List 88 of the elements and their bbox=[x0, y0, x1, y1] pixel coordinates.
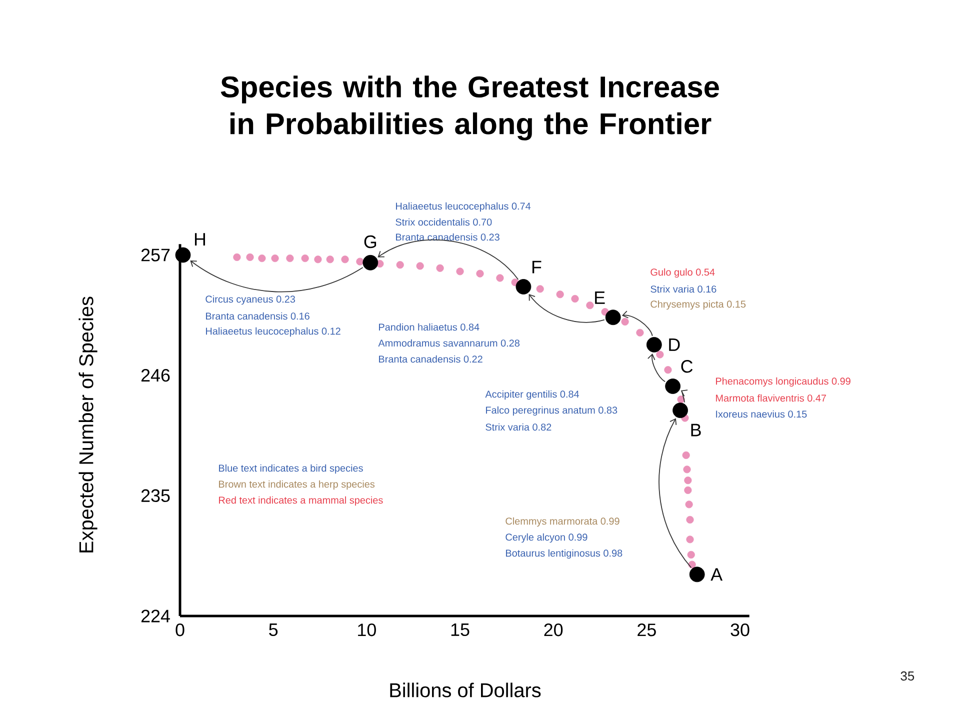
point bbox=[685, 500, 693, 508]
point bbox=[476, 270, 484, 278]
point bbox=[362, 254, 378, 270]
point bbox=[556, 290, 564, 298]
point bbox=[646, 337, 662, 352]
x-axis-title: Billions of Dollars bbox=[390, 682, 541, 698]
point bbox=[233, 253, 241, 261]
point bbox=[416, 262, 424, 270]
chart-title: Species with the Greatest Increase in Probabilities along the Frontier bbox=[220, 76, 719, 140]
point bbox=[314, 256, 322, 264]
point bbox=[456, 268, 464, 276]
annotation: H bbox=[194, 233, 205, 246]
x-tick-label: 25 bbox=[638, 624, 656, 636]
annotation: A bbox=[710, 568, 723, 581]
point bbox=[536, 285, 544, 293]
y-tick-label: 257 bbox=[141, 248, 170, 262]
point bbox=[665, 378, 681, 394]
annotation: D bbox=[669, 338, 680, 351]
x-tick-label: 10 bbox=[358, 624, 376, 636]
annotation: Haliaeetus leucocephalus 0.12 bbox=[206, 327, 340, 337]
point bbox=[175, 247, 191, 263]
point bbox=[605, 310, 621, 326]
point bbox=[396, 261, 404, 269]
annotation: Pandion haliaetus 0.84 bbox=[379, 323, 480, 331]
point bbox=[271, 254, 279, 262]
point bbox=[684, 486, 692, 494]
annotation: Ixoreus naevius 0.15 bbox=[716, 410, 807, 418]
annotation: G bbox=[364, 235, 376, 248]
annotation: Clemmys marmorata 0.99 bbox=[506, 517, 620, 527]
annotation: Falco peregrinus anatum 0.83 bbox=[486, 406, 618, 416]
x-tick-label: 5 bbox=[269, 624, 278, 636]
annotation: Brown text indicates a herp species bbox=[219, 480, 375, 490]
annotation: Ammodramus savannarum 0.28 bbox=[378, 339, 520, 347]
annotation: Marmota flaviventris 0.47 bbox=[716, 394, 826, 402]
annotation: Blue text indicates a bird species bbox=[219, 464, 363, 474]
point bbox=[636, 328, 644, 336]
text: Haliaeetus leucocephalus 0.74 bbox=[396, 202, 531, 212]
point bbox=[686, 536, 694, 544]
point bbox=[341, 256, 349, 264]
annotation: Chrysemys picta 0.15 bbox=[650, 300, 746, 310]
annotation: Red text indicates a mammal species bbox=[219, 496, 383, 506]
point bbox=[356, 258, 364, 266]
point bbox=[286, 254, 294, 262]
annotation: Strix varia 0.16 bbox=[650, 285, 716, 293]
point bbox=[672, 402, 688, 418]
annotation: B bbox=[691, 424, 701, 436]
annotation: Branta canadensis 0.22 bbox=[379, 355, 482, 363]
y-tick-label: 246 bbox=[141, 368, 170, 382]
annotation: Botaurus lentiginosus 0.98 bbox=[506, 549, 622, 559]
point bbox=[677, 396, 685, 404]
point bbox=[436, 264, 444, 272]
point bbox=[683, 466, 691, 474]
annotation: Ceryle alcyon 0.99 bbox=[506, 533, 588, 543]
point bbox=[686, 516, 694, 524]
x-tick-label: 15 bbox=[451, 624, 470, 636]
annotation: F bbox=[532, 260, 542, 274]
y-tick-label: 235 bbox=[141, 489, 170, 502]
point bbox=[571, 294, 579, 303]
annotation: Gulo gulo 0.54 bbox=[650, 268, 715, 278]
x-tick-label: 30 bbox=[730, 624, 750, 636]
annotation: Accipiter gentilis 0.84 bbox=[485, 390, 580, 400]
point bbox=[621, 318, 629, 326]
point bbox=[682, 451, 690, 459]
text: 35 bbox=[900, 671, 914, 681]
point bbox=[664, 366, 672, 374]
point bbox=[516, 279, 532, 294]
point bbox=[687, 550, 695, 559]
annotation: Circus cyaneus 0.23 bbox=[206, 295, 296, 305]
point bbox=[246, 253, 254, 261]
annotation: E bbox=[595, 291, 605, 304]
point bbox=[656, 350, 664, 358]
y-tick-label: 224 bbox=[141, 610, 170, 622]
point bbox=[326, 256, 334, 264]
point bbox=[684, 476, 692, 484]
point bbox=[496, 274, 504, 282]
annotation: Phenacomys longicaudus 0.99 bbox=[716, 377, 850, 387]
text: Strix occidentalis 0.70 bbox=[396, 218, 492, 226]
x-tick-label: 0 bbox=[176, 624, 184, 636]
point bbox=[689, 566, 705, 582]
point bbox=[258, 254, 266, 262]
y-axis-title: Expected Number of Species bbox=[78, 296, 98, 552]
point bbox=[586, 302, 594, 310]
point bbox=[301, 254, 309, 262]
annotation: C bbox=[681, 360, 693, 373]
annotation: Strix varia 0.82 bbox=[486, 423, 552, 431]
x-tick-label: 20 bbox=[544, 624, 563, 636]
annotation: Branta canadensis 0.16 bbox=[206, 312, 310, 320]
text: Branta canadensis 0.23 bbox=[396, 233, 500, 241]
